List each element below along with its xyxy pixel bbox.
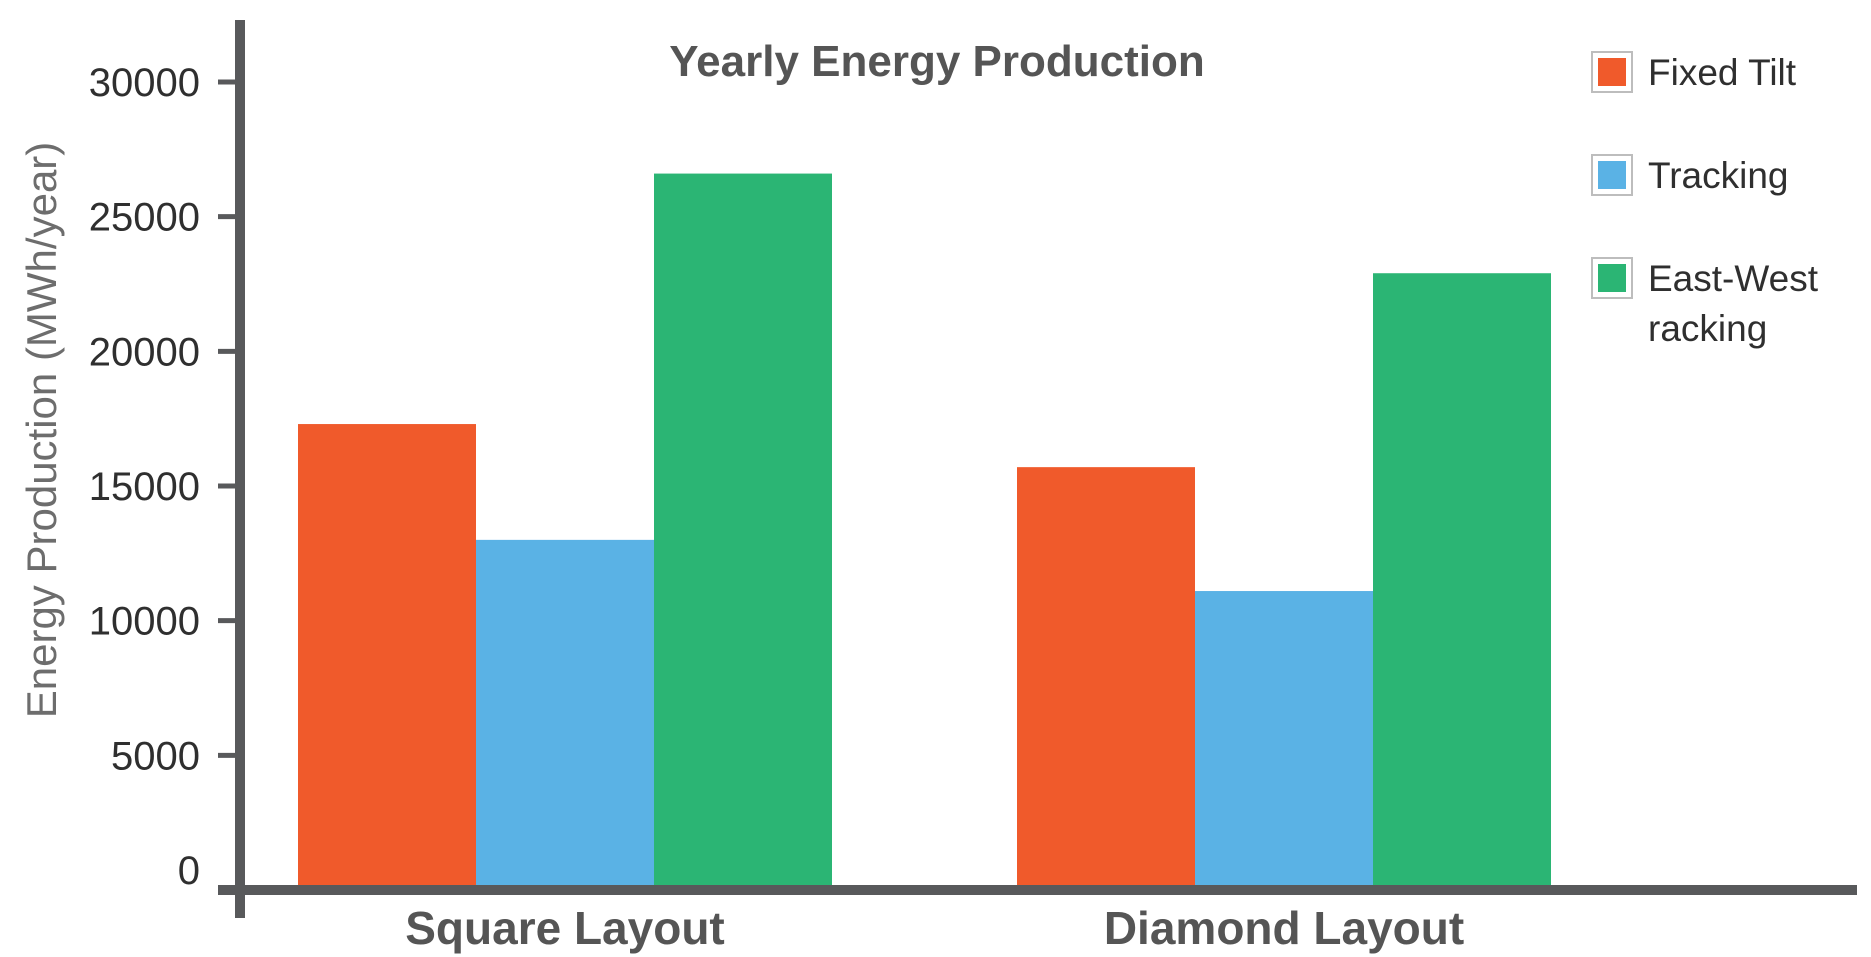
y-tick-label: 25000 [89, 196, 200, 240]
bar-diamond-layout-fixed-tilt [1017, 467, 1195, 890]
y-tick-label: 10000 [89, 600, 200, 644]
bar-square-layout-tracking [476, 539, 654, 890]
y-tick-label: 0 [178, 849, 200, 893]
legend-label: Tracking [1648, 155, 1789, 196]
legend-swatch-fixed-tilt [1598, 58, 1626, 86]
bars-group [298, 173, 1551, 890]
bar-square-layout-fixed-tilt [298, 424, 476, 890]
y-tick-label: 15000 [89, 465, 200, 509]
y-tick-label: 30000 [89, 61, 200, 105]
legend-swatch-tracking [1598, 161, 1626, 189]
bar-diamond-layout-tracking [1195, 591, 1373, 890]
legend-label: East-West [1648, 258, 1819, 299]
bar-diamond-layout-east-west-racking [1373, 273, 1551, 890]
y-axis-ticks: 0 5000 10000 15000 20000 25000 30000 [89, 61, 240, 893]
legend-label: Fixed Tilt [1648, 52, 1797, 93]
bar-square-layout-east-west-racking [654, 173, 832, 890]
x-axis-labels: Square Layout Diamond Layout [405, 902, 1464, 954]
x-category-label: Square Layout [405, 902, 725, 954]
y-tick-label: 20000 [89, 330, 200, 374]
legend-label: racking [1648, 308, 1767, 349]
chart-title: Yearly Energy Production [669, 37, 1205, 86]
x-category-label: Diamond Layout [1104, 902, 1464, 954]
axes [218, 20, 1857, 918]
y-axis-label: Energy Production (MWh/year) [18, 142, 65, 719]
y-tick-label: 5000 [111, 734, 200, 778]
legend-swatch-east-west-racking [1598, 264, 1626, 292]
legend: Fixed Tilt Tracking East-West racking [1591, 51, 1819, 349]
